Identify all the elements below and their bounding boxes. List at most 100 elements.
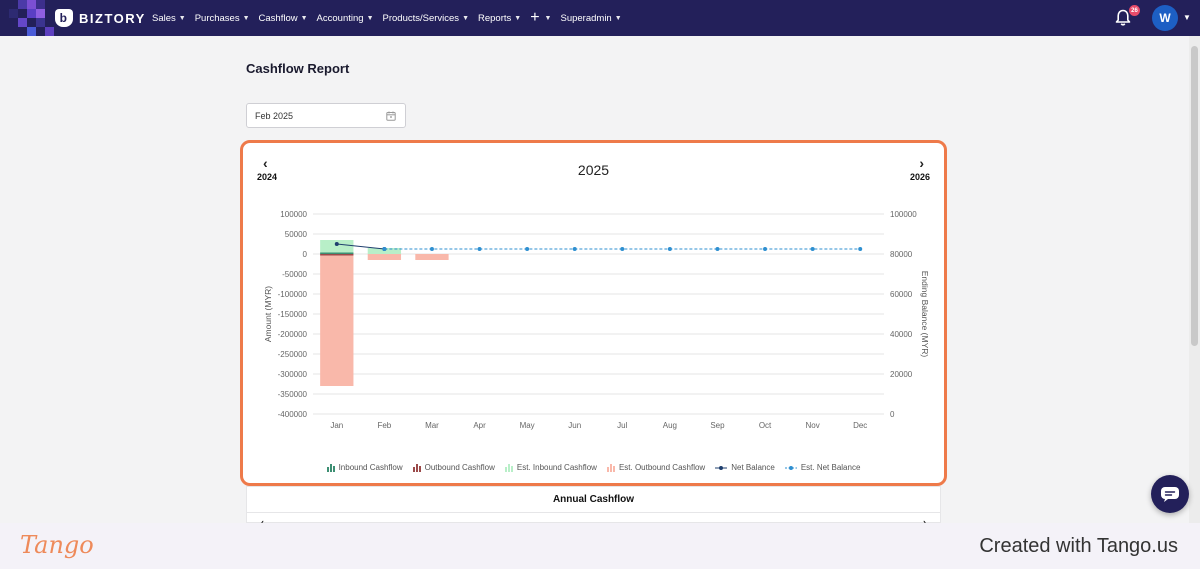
- y-axis-tick-label: -100000: [278, 290, 308, 299]
- bar-est-outbound-cashflow: [367, 254, 402, 260]
- y2-axis-tick-label: 0: [890, 410, 895, 419]
- x-axis-tick-label: Nov: [806, 421, 820, 430]
- chevron-down-icon: ▼: [242, 14, 250, 22]
- menu-products-services[interactable]: Products/Services ▼: [383, 13, 470, 24]
- bar-est-outbound-cashflow: [415, 254, 449, 260]
- chat-icon: [1161, 487, 1179, 502]
- point-est-net-balance: [525, 247, 530, 251]
- y2-axis-tick-label: 100000: [890, 210, 917, 219]
- y-axis-tick-label: 0: [303, 250, 308, 259]
- bar-est-inbound-cashflow: [320, 240, 354, 254]
- menu-label: Cashflow: [258, 12, 298, 24]
- plus-icon: +: [530, 9, 540, 26]
- y-axis-tick-label: -300000: [278, 370, 308, 379]
- line-net-balance: [336, 243, 385, 250]
- x-axis-tick-label: Aug: [663, 421, 677, 430]
- chevron-right-icon[interactable]: ›: [919, 155, 924, 171]
- bell-icon[interactable]: [1115, 9, 1131, 27]
- divider: [247, 512, 940, 513]
- chat-support-button[interactable]: [1151, 475, 1189, 513]
- chevron-down-icon[interactable]: ▼: [1183, 13, 1191, 22]
- y2-axis-tick-label: 20000: [890, 370, 913, 379]
- y2-axis-title: Ending Balance (MYR): [920, 271, 930, 358]
- user-avatar[interactable]: W: [1152, 5, 1178, 31]
- brand-icon: b: [55, 9, 73, 27]
- point-est-net-balance: [429, 247, 434, 251]
- legend-item[interactable]: Outbound Cashflow: [412, 463, 495, 472]
- legend-label: Net Balance: [731, 463, 775, 472]
- previous-year-link[interactable]: 2024: [257, 172, 278, 182]
- calendar-icon[interactable]: [386, 111, 396, 121]
- scrollbar-thumb[interactable]: [1191, 46, 1198, 346]
- chevron-down-icon: ▼: [366, 14, 374, 22]
- y2-axis-tick-label: 60000: [890, 290, 913, 299]
- menu-purchases[interactable]: Purchases ▼: [195, 13, 250, 24]
- point-est-net-balance: [620, 247, 625, 251]
- menu-sales[interactable]: Sales ▼: [152, 13, 186, 24]
- menu-reports[interactable]: Reports ▼: [478, 13, 521, 24]
- point-est-net-balance: [382, 247, 387, 251]
- x-axis-tick-label: Jul: [617, 421, 627, 430]
- menu-accounting[interactable]: Accounting ▼: [317, 13, 374, 24]
- chevron-down-icon: ▼: [514, 14, 522, 22]
- menu-quick-add[interactable]: + ▼: [530, 10, 551, 26]
- y2-axis-tick-label: 80000: [890, 250, 913, 259]
- tango-logo: Tango: [20, 531, 94, 559]
- chevron-left-icon[interactable]: ‹: [263, 155, 268, 171]
- point-est-net-balance: [858, 247, 863, 251]
- x-axis-tick-label: Jan: [330, 421, 343, 430]
- x-axis-tick-label: May: [520, 421, 535, 430]
- cashflow-chart: 100000 50000 0 -50000 -100000 -150000 -200000 -…: [263, 210, 930, 430]
- line-legend-icon: [715, 465, 728, 470]
- legend-label: Est. Inbound Cashflow: [516, 463, 597, 472]
- brand-mosaic-logo: [0, 0, 78, 36]
- annual-cashflow-card: Annual Cashflow ‹ ›: [246, 486, 941, 527]
- menu-superadmin[interactable]: Superadmin ▼: [560, 13, 621, 24]
- top-navbar: b BIZTORY Sales ▼ Purchases ▼ Cashflow ▼ Ac…: [0, 0, 1200, 36]
- point-est-net-balance: [667, 247, 672, 251]
- legend-label: Outbound Cashflow: [424, 463, 495, 472]
- bar-legend-icon: [504, 463, 513, 472]
- next-year-link[interactable]: 2026: [909, 172, 930, 182]
- cashflow-chart-card: ‹ 2024 2025 › 2026 100000 50000 0 -50000 -10…: [240, 140, 947, 486]
- bar-outbound-cashflow: [320, 254, 354, 256]
- brand-logo[interactable]: b BIZTORY: [55, 9, 146, 27]
- chart-legend: Inbound Cashflow Outbound Cashflow Est. In…: [243, 463, 944, 472]
- legend-item[interactable]: Est. Outbound Cashflow: [606, 463, 706, 472]
- legend-label: Est. Net Balance: [800, 463, 861, 472]
- chevron-down-icon: ▼: [462, 14, 469, 22]
- chevron-down-icon: ▼: [544, 14, 552, 22]
- y-axis-tick-label: -200000: [278, 330, 308, 339]
- y-axis-tick-label: -50000: [282, 270, 307, 279]
- y-axis-tick-label: -350000: [278, 390, 308, 399]
- bar-legend-icon: [606, 463, 615, 472]
- chevron-down-icon: ▼: [300, 14, 308, 22]
- bar-legend-icon: [326, 463, 335, 472]
- y-axis-tick-label: -250000: [278, 350, 308, 359]
- chevron-right-icon[interactable]: ›: [923, 517, 926, 527]
- brand-name: BIZTORY: [79, 10, 146, 26]
- x-axis-tick-label: Feb: [377, 421, 391, 430]
- legend-label: Est. Outbound Cashflow: [618, 463, 706, 472]
- month-picker-field[interactable]: Feb 2025: [246, 103, 406, 128]
- point-est-net-balance: [477, 247, 482, 251]
- legend-item[interactable]: Est. Inbound Cashflow: [504, 463, 597, 472]
- chevron-left-icon[interactable]: ‹: [261, 517, 264, 527]
- page-title: Cashflow Report: [246, 61, 350, 76]
- legend-item[interactable]: Inbound Cashflow: [326, 463, 403, 472]
- x-axis-tick-label: Apr: [473, 421, 486, 430]
- x-axis-tick-label: Sep: [710, 421, 725, 430]
- point-est-net-balance: [715, 247, 720, 251]
- y2-axis-tick-label: 40000: [890, 330, 913, 339]
- tango-footer: Tango Created with Tango.us: [0, 523, 1200, 569]
- point-est-net-balance: [810, 247, 815, 251]
- page-scrollbar[interactable]: [1189, 36, 1200, 523]
- menu-cashflow[interactable]: Cashflow ▼: [259, 13, 308, 24]
- bar-inbound-cashflow: [320, 252, 354, 254]
- y-axis-title: Amount (MYR): [263, 286, 273, 342]
- line-legend-icon: [784, 465, 797, 470]
- y-axis-tick-label: 50000: [285, 230, 308, 239]
- legend-item[interactable]: Est. Net Balance: [784, 463, 861, 472]
- legend-item[interactable]: Net Balance: [715, 463, 775, 472]
- bar-est-outbound-cashflow: [320, 254, 354, 386]
